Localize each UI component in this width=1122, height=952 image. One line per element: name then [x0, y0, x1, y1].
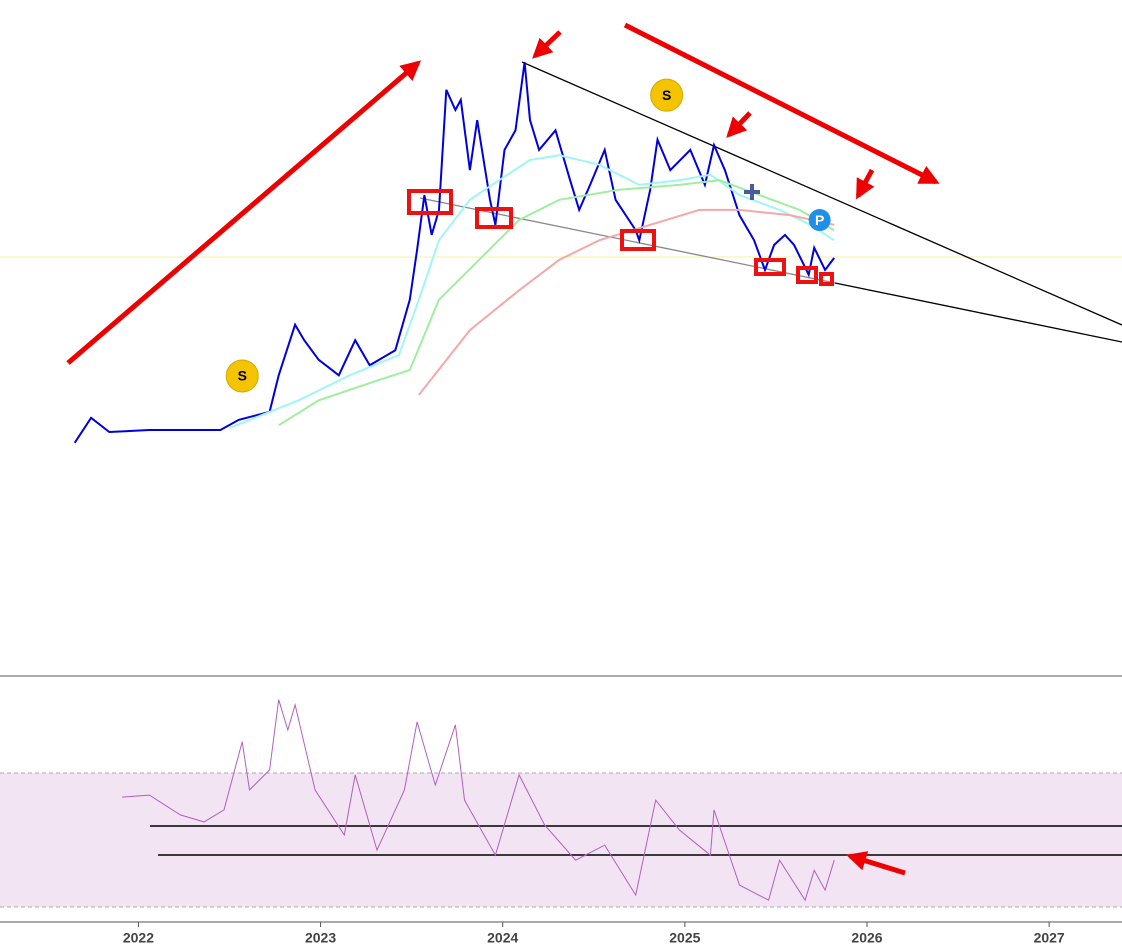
arrow: [855, 168, 875, 200]
rsi-band: [0, 773, 1122, 907]
x-tick-label: 2027: [1034, 930, 1065, 946]
arrow: [846, 851, 906, 876]
x-tick-label: 2023: [305, 930, 336, 946]
annotation-label: P: [815, 212, 824, 228]
x-tick-label: 2024: [487, 930, 518, 946]
annotation-badge: [808, 209, 831, 232]
x-tick-label: 2026: [851, 930, 882, 946]
series-line: [73, 61, 835, 444]
plot: S S P 2022 2023 2024 2025 2026 2027: [73, 61, 1065, 946]
highlight-box: [620, 229, 656, 251]
trend-line: [834, 282, 1122, 343]
highlight-box: [754, 258, 786, 276]
arrow: [726, 111, 752, 138]
highlight-box: [819, 272, 834, 286]
highlight-box: [407, 189, 453, 215]
series-line: [121, 699, 835, 902]
arrow: [623, 22, 940, 185]
arrow: [532, 30, 562, 59]
x-tick-label: 2025: [669, 930, 700, 946]
highlight-box: [475, 207, 513, 229]
annotation-badge: [650, 78, 684, 112]
annotation-badge: [225, 359, 259, 393]
plus-marker: [744, 184, 760, 200]
arrow: [66, 60, 422, 365]
arrows: [66, 22, 940, 876]
series-line: [229, 154, 835, 429]
trend-line: [521, 61, 1122, 326]
annotation-label: S: [662, 87, 671, 103]
annotation-label: S: [238, 368, 247, 384]
highlight-boxes: [407, 189, 834, 286]
x-tick-label: 2022: [123, 930, 154, 946]
highlight-box: [796, 266, 818, 284]
